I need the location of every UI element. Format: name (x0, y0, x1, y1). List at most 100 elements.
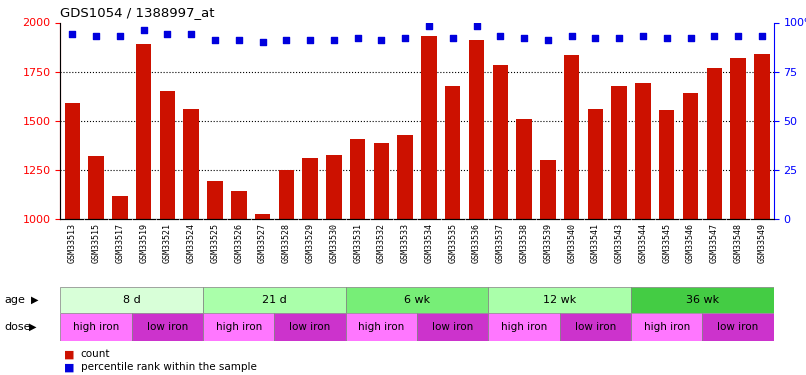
Text: GSM33541: GSM33541 (591, 223, 600, 263)
Bar (730, 58, 746, 375)
Point (565, 33, 578, 39)
Text: low iron: low iron (575, 322, 616, 332)
Text: GSM33534: GSM33534 (425, 223, 434, 263)
Bar (350, 139, 365, 375)
Bar (517, 119, 532, 375)
Point (399, 35, 412, 41)
Text: GSM33521: GSM33521 (163, 223, 172, 263)
Text: low iron: low iron (147, 322, 188, 332)
Point (589, 35, 602, 41)
Bar (540, 160, 555, 375)
Text: GSM33535: GSM33535 (448, 223, 457, 263)
Point (494, 33, 507, 39)
Point (256, 39, 269, 45)
Bar (302, 158, 318, 375)
Bar (631, 313, 702, 341)
Text: high iron: high iron (73, 322, 119, 332)
Point (755, 33, 768, 39)
Bar (612, 86, 627, 375)
Point (137, 27, 150, 33)
Bar (707, 68, 722, 375)
Text: low iron: low iron (717, 322, 758, 332)
Text: 6 wk: 6 wk (404, 295, 430, 305)
Text: low iron: low iron (432, 322, 473, 332)
Bar (469, 40, 484, 375)
Bar (683, 93, 698, 375)
Point (613, 35, 625, 41)
Point (447, 35, 459, 41)
Text: GSM33517: GSM33517 (115, 223, 124, 263)
Text: GSM33544: GSM33544 (638, 223, 647, 263)
Bar (112, 196, 127, 375)
Bar (207, 181, 222, 375)
Point (209, 37, 222, 43)
Text: high iron: high iron (644, 322, 690, 332)
Text: GSM33538: GSM33538 (520, 223, 529, 263)
Text: GSM33530: GSM33530 (330, 223, 339, 263)
Text: GSM33527: GSM33527 (258, 223, 267, 263)
Bar (588, 109, 603, 375)
Bar (488, 287, 631, 313)
Text: GSM33525: GSM33525 (210, 223, 219, 263)
Text: GSM33545: GSM33545 (663, 223, 671, 263)
Text: GSM33540: GSM33540 (567, 223, 576, 263)
Text: GSM33515: GSM33515 (92, 223, 101, 263)
Bar (60, 287, 203, 313)
Bar (255, 214, 270, 375)
Point (232, 37, 245, 43)
Bar (659, 110, 675, 375)
Text: GSM33513: GSM33513 (68, 223, 77, 263)
Bar (374, 142, 389, 375)
Text: 36 wk: 36 wk (686, 295, 719, 305)
Text: GSM33537: GSM33537 (496, 223, 505, 263)
Text: 21 d: 21 d (262, 295, 287, 305)
Text: high iron: high iron (501, 322, 547, 332)
Text: GSM33531: GSM33531 (353, 223, 362, 263)
Text: GSM33549: GSM33549 (758, 223, 767, 263)
Text: 12 wk: 12 wk (543, 295, 576, 305)
Text: GSM33547: GSM33547 (710, 223, 719, 263)
Bar (488, 313, 559, 341)
Bar (326, 155, 342, 375)
Point (732, 33, 745, 39)
Text: GSM33528: GSM33528 (282, 223, 291, 263)
Text: GSM33526: GSM33526 (235, 223, 243, 263)
Bar (418, 313, 488, 341)
Bar (231, 191, 247, 375)
Text: percentile rank within the sample: percentile rank within the sample (81, 363, 256, 372)
Point (185, 32, 197, 38)
Bar (702, 313, 774, 341)
Point (161, 32, 174, 38)
Point (327, 37, 340, 43)
Text: GSM33536: GSM33536 (472, 223, 481, 263)
Point (637, 33, 650, 39)
Point (422, 23, 435, 30)
Bar (136, 44, 152, 375)
Text: GSM33548: GSM33548 (733, 223, 742, 263)
Text: GSM33519: GSM33519 (139, 223, 148, 263)
Bar (346, 313, 418, 341)
Bar (184, 109, 199, 375)
Point (66, 32, 79, 38)
Bar (492, 65, 508, 375)
Point (470, 23, 483, 30)
Point (375, 37, 388, 43)
Bar (564, 55, 580, 375)
Bar (635, 82, 650, 375)
Text: low iron: low iron (289, 322, 330, 332)
Bar (132, 313, 203, 341)
Point (280, 37, 293, 43)
Point (351, 35, 364, 41)
Point (708, 33, 721, 39)
Text: GSM33543: GSM33543 (615, 223, 624, 263)
Point (114, 33, 127, 39)
Bar (397, 135, 413, 375)
Text: GSM33524: GSM33524 (187, 223, 196, 263)
Text: high iron: high iron (216, 322, 262, 332)
Bar (64, 103, 80, 375)
Bar (279, 170, 294, 375)
Text: GDS1054 / 1388997_at: GDS1054 / 1388997_at (60, 6, 215, 19)
Point (517, 35, 530, 41)
Bar (203, 313, 274, 341)
Bar (89, 156, 104, 375)
